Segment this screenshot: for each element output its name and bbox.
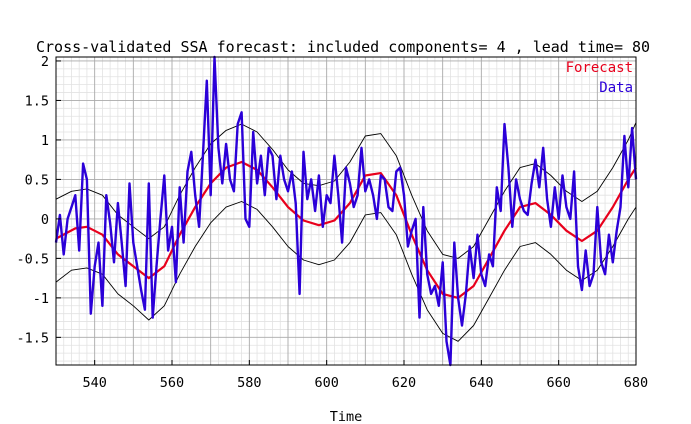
y-tick-label: -1 [33,291,49,307]
forecast-line [55,160,637,299]
x-axis-label: Time [330,409,363,424]
series-layer [54,55,638,367]
x-tick-label: 540 [82,375,106,391]
x-tick-label: 560 [160,375,184,391]
y-tick-label: 1 [41,133,49,149]
x-tick-label: 660 [546,375,570,391]
data-line [54,55,638,367]
y-tick-label: 2 [41,54,49,70]
x-tick-label: 580 [237,375,261,391]
y-tick-label: 0 [41,212,49,228]
y-tick-label: -1.5 [16,330,49,346]
plot-frame [55,56,637,366]
y-tick-label: 1.5 [25,93,49,109]
x-tick-label: 680 [624,375,648,391]
legend-data: Data [599,80,633,96]
legend-forecast: Forecast [566,60,633,76]
x-tick-label: 620 [392,375,416,391]
x-tick-label: 600 [314,375,338,391]
y-tick-label: -0.5 [16,251,49,267]
tick-layer: 540 560 580 600 620 640 660 680 -1.5 -1 -0.5 0 0.5 1 1… [16,54,648,391]
chart-title: Cross-validated SSA forecast: included c… [36,38,650,56]
x-tick-label: 640 [469,375,493,391]
y-tick-label: 0.5 [25,172,49,188]
